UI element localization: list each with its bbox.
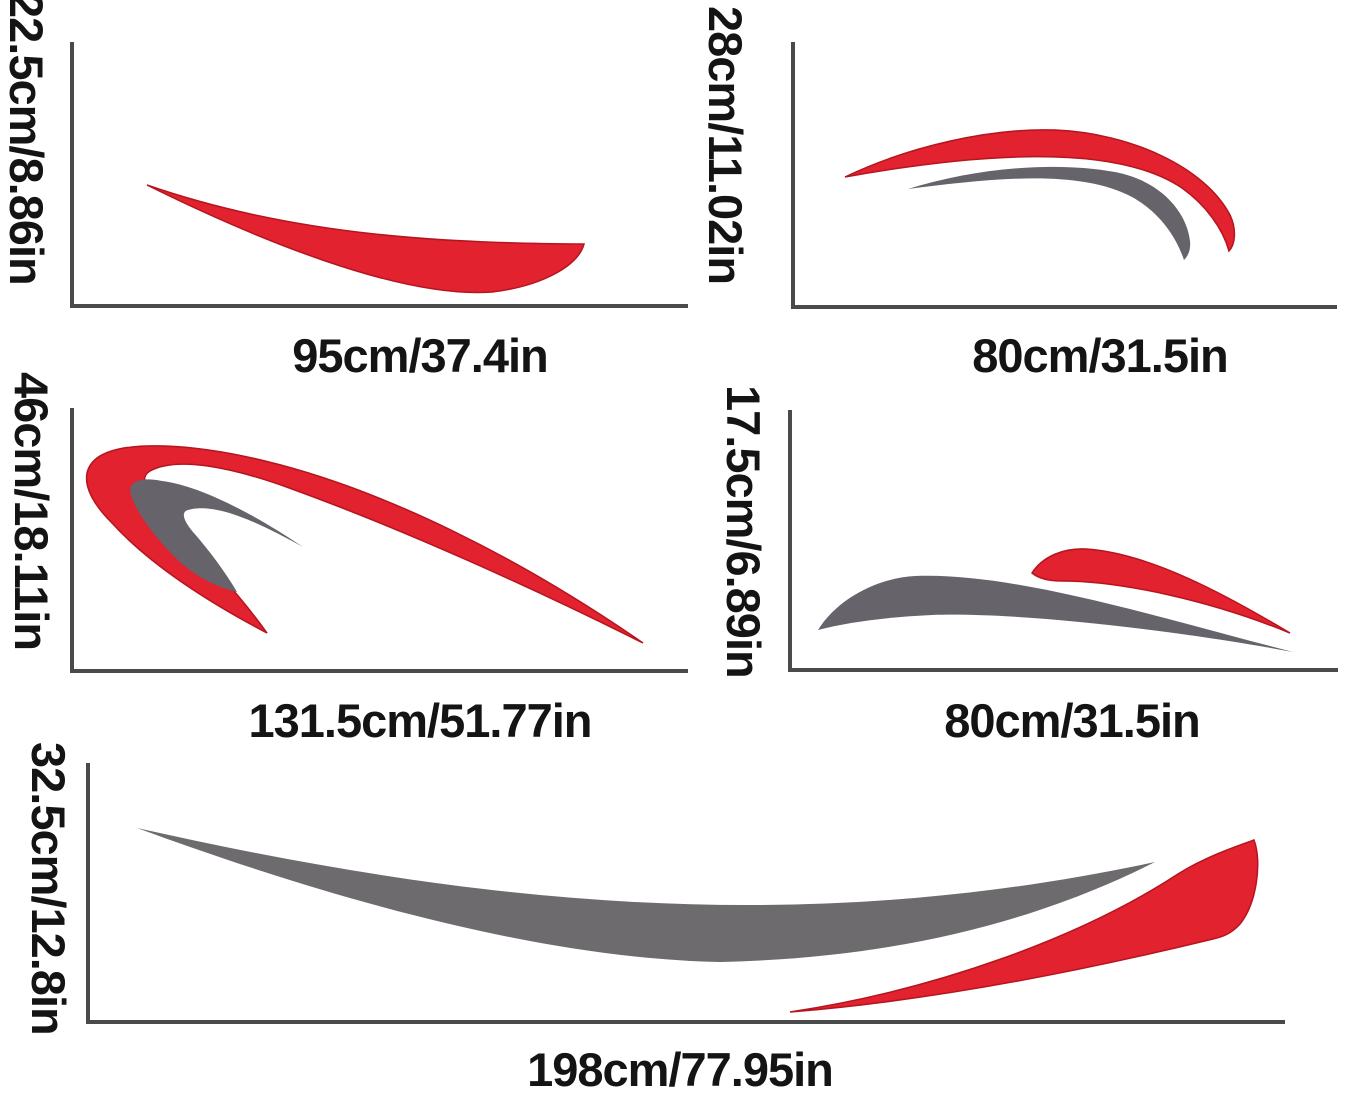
red-arc-hook-decal xyxy=(844,129,1236,253)
width-label-bottom: 198cm/77.95in xyxy=(527,1043,834,1096)
axis-top-right xyxy=(791,42,1337,309)
gray-blade-decal xyxy=(137,828,1155,962)
width-label-top-right: 80cm/31.5in xyxy=(972,329,1229,382)
panel-middle-right xyxy=(788,410,1338,672)
panel-top-right xyxy=(791,42,1337,309)
gray-fin-decal xyxy=(818,575,1293,652)
panel-top-left xyxy=(70,42,688,308)
height-label-middle-left: 46cm/18.11in xyxy=(5,372,58,651)
height-label-bottom: 32.5cm/12.8in xyxy=(22,742,75,1035)
red-hairpin-decal xyxy=(85,445,644,644)
axis-middle-right xyxy=(788,410,1338,672)
gray-hairpin-decal xyxy=(130,479,303,592)
axis-middle-left xyxy=(70,408,688,673)
height-label-top-left: 22.5cm/8.86in xyxy=(0,0,53,285)
red-blade-decal xyxy=(789,839,1259,1013)
height-label-top-right: 28cm/11.02in xyxy=(699,6,752,285)
width-label-middle-left: 131.5cm/51.77in xyxy=(248,694,593,747)
height-label-middle-right: 17.5cm/6.89in xyxy=(717,385,770,678)
panel-bottom xyxy=(86,763,1285,1024)
width-label-top-left: 95cm/37.4in xyxy=(292,329,549,382)
axis-bottom xyxy=(86,763,1285,1024)
gray-arc-hook-decal xyxy=(908,166,1191,260)
red-swoosh-decal xyxy=(146,184,585,294)
panel-middle-left xyxy=(70,408,688,673)
red-fin-decal xyxy=(1031,548,1291,634)
axis-top-left xyxy=(70,42,688,308)
width-label-middle-right: 80cm/31.5in xyxy=(944,694,1201,747)
